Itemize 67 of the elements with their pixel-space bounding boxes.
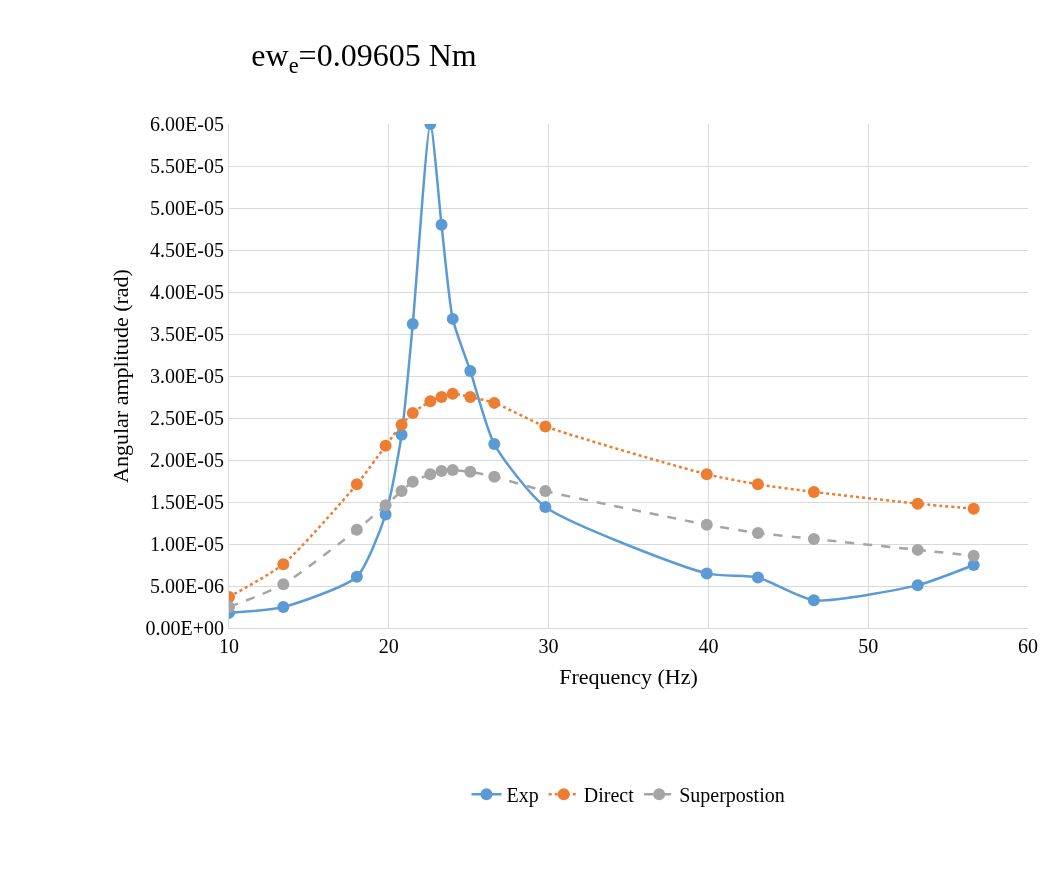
point bbox=[435, 391, 448, 403]
point bbox=[277, 601, 290, 613]
point bbox=[379, 439, 392, 452]
y-tick-label: 3.50E-05 bbox=[150, 323, 224, 345]
point bbox=[435, 464, 448, 477]
point bbox=[406, 406, 419, 419]
point bbox=[446, 387, 459, 400]
point bbox=[464, 465, 477, 478]
point bbox=[539, 420, 552, 433]
point bbox=[395, 485, 408, 498]
point bbox=[700, 567, 713, 580]
y-tick-label: 6.00E-05 bbox=[150, 113, 224, 135]
point bbox=[395, 418, 408, 431]
point bbox=[967, 549, 980, 562]
point bbox=[488, 438, 501, 451]
y-tick-label: 4.00E-05 bbox=[150, 281, 224, 303]
chart-title: ew$_{e}$=0.09605 Nm bbox=[251, 36, 477, 78]
point bbox=[539, 485, 552, 498]
point bbox=[807, 485, 820, 498]
y-tick-label: 1.00E-05 bbox=[150, 533, 224, 555]
x-tick-label: 60 bbox=[1018, 635, 1038, 657]
point bbox=[464, 364, 477, 377]
point bbox=[807, 532, 820, 545]
point bbox=[350, 570, 363, 583]
y-tick-label: 3.00E-05 bbox=[150, 365, 224, 387]
point bbox=[807, 594, 820, 607]
point bbox=[446, 312, 459, 325]
x-axis-title: Frequency (Hz) bbox=[559, 663, 698, 689]
legend-label: Superpostion bbox=[679, 784, 785, 808]
y-axis-title: Angular amplitude (rad) bbox=[108, 269, 134, 483]
point bbox=[424, 395, 437, 408]
y-tick-label: 2.50E-05 bbox=[150, 407, 224, 429]
legend-label: Direct bbox=[583, 784, 635, 807]
x-tick-label: 40 bbox=[698, 635, 719, 657]
legend-label: Exp bbox=[506, 784, 539, 808]
point bbox=[406, 317, 419, 330]
point bbox=[350, 523, 363, 536]
point bbox=[379, 499, 392, 512]
point bbox=[967, 502, 980, 515]
point bbox=[446, 464, 459, 477]
point bbox=[700, 468, 713, 481]
point bbox=[751, 571, 764, 584]
point bbox=[435, 218, 448, 231]
y-tick-label: 4.50E-05 bbox=[150, 239, 224, 261]
point bbox=[350, 478, 363, 491]
point bbox=[277, 558, 290, 571]
point bbox=[911, 543, 924, 556]
x-tick-label: 50 bbox=[858, 635, 879, 657]
y-tick-label: 1.50E-05 bbox=[150, 491, 224, 513]
point bbox=[751, 527, 764, 540]
x-tick-label: 20 bbox=[378, 635, 399, 657]
y-tick-label: 5.50E-05 bbox=[150, 155, 224, 177]
point bbox=[277, 578, 290, 591]
point bbox=[488, 470, 501, 483]
y-tick-label: 5.00E-05 bbox=[150, 197, 224, 219]
point bbox=[424, 468, 437, 481]
point bbox=[751, 478, 764, 491]
point bbox=[539, 501, 552, 514]
point bbox=[488, 396, 501, 409]
point bbox=[406, 475, 419, 488]
x-tick-label: 30 bbox=[538, 635, 559, 657]
point bbox=[700, 518, 713, 531]
point bbox=[911, 579, 924, 592]
y-tick-label: 2.00E-05 bbox=[150, 449, 224, 471]
y-tick-label: 5.00E-06 bbox=[150, 575, 224, 597]
point bbox=[464, 391, 477, 403]
point bbox=[911, 497, 924, 510]
